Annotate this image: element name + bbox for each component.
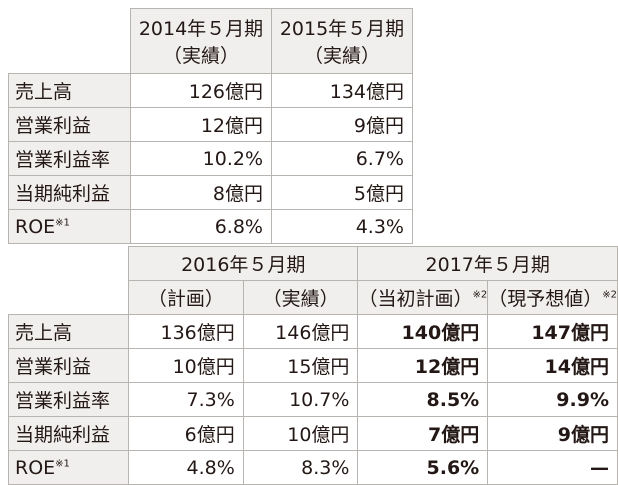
table-cell: 10.2% [130, 141, 272, 176]
subheader-initial-plan: （当初計画）※2 [357, 280, 489, 315]
subheader-actual: （実績） [242, 280, 359, 315]
table-cell: 8.5% [357, 382, 489, 417]
row-label: 売上高 [7, 314, 130, 349]
table-cell: 10.7% [242, 382, 359, 417]
table-cell: 7億円 [357, 416, 489, 451]
table-cell: 12億円 [357, 348, 489, 383]
results-table-2014-2015: 2014年５月期 （実績） 2015年５月期 （実績） 売上高 126億円 13… [8, 8, 413, 244]
table1-header-fy2015: 2015年５月期 （実績） [271, 8, 413, 74]
table-row: ROE※1 6.8% 4.3% [8, 209, 413, 244]
table-cell: 146億円 [242, 314, 359, 349]
row-label: 当期純利益 [7, 416, 130, 451]
table-row: ROE※1 4.8% 8.3% 5.6% — [7, 450, 618, 485]
row-label: 営業利益率 [7, 382, 130, 417]
table-cell: 15億円 [242, 348, 359, 383]
table-cell: 14億円 [487, 348, 618, 383]
table-cell: 9億円 [271, 107, 413, 142]
table-cell: 9億円 [487, 416, 618, 451]
table-cell: 12億円 [130, 107, 272, 142]
table-cell: 6.7% [271, 141, 413, 176]
table2-subheader-row: （計画） （実績） （当初計画）※2 （現予想値）※2 [9, 280, 618, 315]
table-cell: 4.3% [271, 209, 413, 244]
table-cell: 8億円 [130, 175, 272, 210]
header-year: 2015年５月期 [279, 18, 405, 40]
table-row: 営業利益 12億円 9億円 [8, 107, 413, 142]
table-row: 売上高 136億円 146億円 140億円 147億円 [7, 314, 618, 349]
table2-header-fy2017: 2017年５月期 [357, 246, 618, 281]
table-row: 営業利益率 7.3% 10.7% 8.5% 9.9% [7, 382, 618, 417]
table-cell: 126億円 [130, 73, 272, 108]
table2-header-fy2016: 2016年５月期 [128, 246, 359, 281]
header-type: （実績） [303, 45, 380, 67]
row-label: ROE※1 [7, 450, 130, 485]
table-cell: 10億円 [128, 348, 244, 383]
table-cell: 10億円 [242, 416, 359, 451]
header-year: 2014年５月期 [138, 18, 264, 40]
table-row: 当期純利益 8億円 5億円 [8, 175, 413, 210]
table-cell: 6.8% [130, 209, 272, 244]
subheader-current-forecast: （現予想値）※2 [487, 280, 618, 315]
table2-corner [8, 246, 130, 315]
table-cell: 140億円 [357, 314, 489, 349]
table-cell: 7.3% [128, 382, 244, 417]
table2-year-row: 2016年５月期 2017年５月期 [8, 246, 618, 315]
row-label: 営業利益 [7, 348, 130, 383]
table-cell: 5億円 [271, 175, 413, 210]
table-row: 売上高 126億円 134億円 [8, 73, 413, 108]
row-label: 営業利益率 [8, 141, 131, 176]
table1-header-row: 2014年５月期 （実績） 2015年５月期 （実績） [8, 8, 413, 74]
table-cell: 8.3% [242, 450, 359, 485]
header-type: （実績） [162, 45, 239, 67]
results-table-2016-2017: 2016年５月期 2017年５月期 （計画） （実績） （当初計画）※2 （現予… [7, 246, 618, 485]
row-label: 営業利益 [8, 107, 131, 142]
table-cell: 134億円 [271, 73, 413, 108]
table-cell: 4.8% [128, 450, 244, 485]
table-cell: 9.9% [487, 382, 618, 417]
table1-corner [8, 8, 131, 74]
table-cell: 6億円 [128, 416, 244, 451]
table-cell: 136億円 [128, 314, 244, 349]
table-row: 営業利益率 10.2% 6.7% [8, 141, 413, 176]
subheader-plan: （計画） [128, 280, 244, 315]
table-cell: 5.6% [357, 450, 489, 485]
table-row: 営業利益 10億円 15億円 12億円 14億円 [7, 348, 618, 383]
table1-header-fy2014: 2014年５月期 （実績） [130, 8, 272, 74]
table-cell: 147億円 [487, 314, 618, 349]
table-cell: — [487, 450, 618, 485]
row-label: 売上高 [8, 73, 131, 108]
row-label: 当期純利益 [8, 175, 131, 210]
table-row: 当期純利益 6億円 10億円 7億円 9億円 [7, 416, 618, 451]
row-label: ROE※1 [8, 209, 131, 244]
